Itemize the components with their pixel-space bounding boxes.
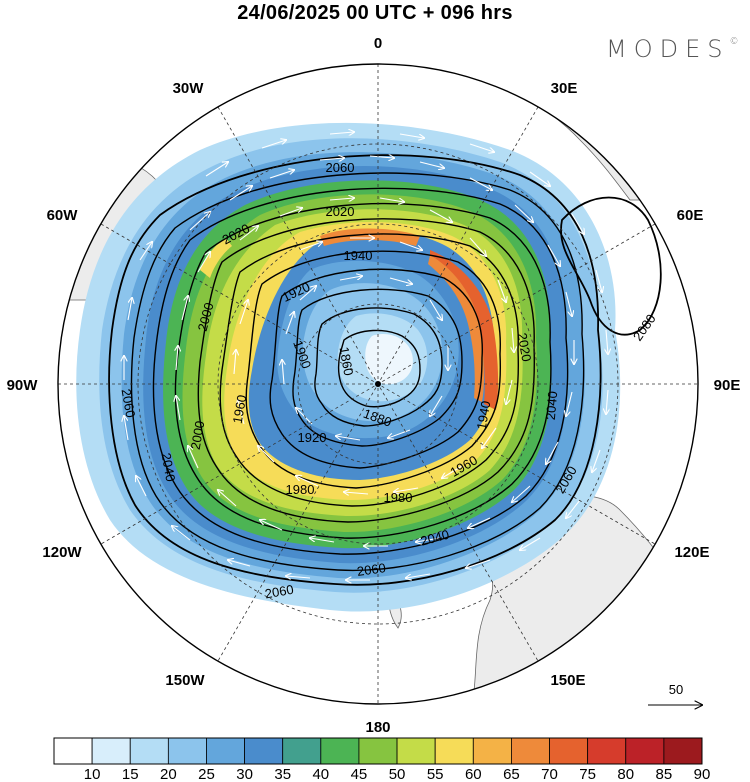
colorbar-label: 70 [541, 766, 558, 782]
colorbar-swatch [549, 737, 589, 765]
lon-label-90w: 90W [7, 377, 39, 394]
colorbar-label: 90 [694, 766, 711, 782]
colorbar-label: 30 [236, 766, 253, 782]
contour-label: 1920 [298, 430, 327, 445]
colorbar-label: 15 [122, 766, 139, 782]
colorbar-label: 55 [427, 766, 444, 782]
contour-label: 2040 [159, 452, 179, 483]
contour-label: 1960 [230, 394, 250, 425]
contour-label: 2060 [356, 560, 387, 579]
colorbar-swatch [472, 737, 512, 765]
pole-marker [375, 381, 381, 387]
colorbar-label: 75 [579, 766, 596, 782]
lon-label-30e: 30E [551, 80, 578, 97]
reference-vector: 50 [648, 682, 702, 705]
contour-label: 1940 [344, 248, 373, 263]
colorbar-swatch [244, 737, 284, 765]
colorbar-swatch [396, 737, 436, 765]
colorbar-label: 60 [465, 766, 482, 782]
colorbar: 10 15 20 25 30 35 40 45 50 55 60 65 70 75 80 85 90 [53, 737, 711, 782]
reference-vector-label: 50 [669, 682, 683, 697]
contour-label: 1980 [286, 482, 315, 497]
colorbar-swatch [206, 737, 245, 765]
lon-label-150e: 150E [550, 672, 585, 689]
wind-vectors [124, 132, 608, 580]
colorbar-label: 85 [656, 766, 673, 782]
contour-label: 2020 [515, 332, 535, 363]
colorbar-swatch [511, 737, 550, 765]
contour-label: 2020 [326, 204, 355, 219]
lon-label-150w: 150W [165, 672, 205, 689]
lon-label-60w: 60W [47, 207, 79, 224]
longitude-labels: 0 30E 60E 90E 120E 150E 180 150W 120W 90… [7, 35, 741, 736]
lon-label-120e: 120E [674, 544, 709, 561]
lon-label-180: 180 [365, 719, 390, 736]
contour-label: 1940 [474, 400, 494, 431]
colorbar-label: 25 [198, 766, 215, 782]
colorbar-label: 35 [274, 766, 291, 782]
contour-label: 2060 [264, 582, 295, 602]
colorbar-label: 65 [503, 766, 520, 782]
map-title: 24/06/2025 00 UTC + 096 hrs [237, 2, 513, 24]
colorbar-swatch [663, 737, 703, 765]
contour-label: 1860 [337, 346, 357, 377]
contour-label: 2060 [326, 160, 355, 175]
contour-label: 2000 [188, 420, 208, 451]
contour-label: 2040 [543, 391, 560, 421]
contour-label: 2040 [419, 527, 451, 549]
lon-label-0: 0 [374, 35, 382, 52]
lon-label-120w: 120W [42, 544, 82, 561]
colorbar-label: 10 [84, 766, 101, 782]
colorbar-swatch [282, 737, 322, 765]
contour-label: 2060 [119, 388, 139, 419]
colorbar-swatch [625, 737, 665, 765]
colorbar-swatch [587, 737, 627, 765]
lon-label-60e: 60E [677, 207, 704, 224]
lon-label-90e: 90E [714, 377, 741, 394]
colorbar-label: 40 [312, 766, 329, 782]
colorbar-label: 50 [389, 766, 406, 782]
colorbar-swatch [167, 737, 207, 765]
colorbar-swatch [53, 737, 93, 765]
colorbar-swatch [358, 737, 398, 765]
lon-label-30w: 30W [173, 80, 205, 97]
contour-label: 1980 [384, 490, 413, 505]
map-boundary [57, 63, 699, 705]
colorbar-swatch [129, 737, 169, 765]
colorbar-label: 45 [351, 766, 368, 782]
contour-label: 2000 [195, 301, 217, 333]
colorbar-label: 20 [160, 766, 177, 782]
colorbar-swatch [91, 737, 131, 765]
colorbar-label: 80 [617, 766, 634, 782]
colorbar-swatch [434, 737, 474, 765]
modes-logo: MODES© [606, 35, 739, 63]
colorbar-swatch [320, 737, 360, 765]
